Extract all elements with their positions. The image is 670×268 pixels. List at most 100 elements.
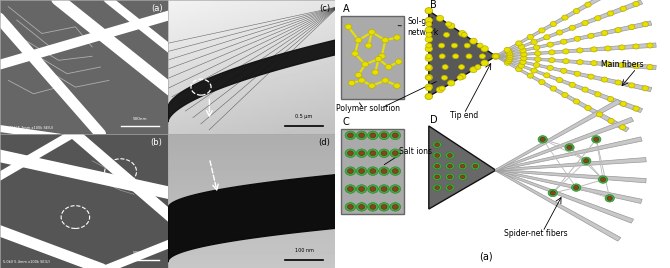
Circle shape bbox=[433, 173, 442, 180]
Text: 0.5 μm: 0.5 μm bbox=[295, 114, 313, 119]
Circle shape bbox=[385, 64, 392, 70]
Text: 100 nm: 100 nm bbox=[295, 248, 314, 253]
Circle shape bbox=[367, 131, 379, 140]
Circle shape bbox=[548, 189, 557, 197]
Circle shape bbox=[605, 62, 611, 67]
Circle shape bbox=[584, 159, 589, 163]
Circle shape bbox=[442, 65, 448, 69]
Polygon shape bbox=[429, 126, 496, 209]
Circle shape bbox=[605, 46, 611, 51]
Circle shape bbox=[448, 175, 452, 179]
Circle shape bbox=[458, 73, 466, 79]
Circle shape bbox=[527, 34, 533, 39]
Circle shape bbox=[426, 86, 431, 91]
Circle shape bbox=[518, 44, 525, 49]
Circle shape bbox=[425, 27, 433, 33]
Circle shape bbox=[549, 58, 555, 63]
Circle shape bbox=[358, 204, 364, 209]
Circle shape bbox=[426, 75, 431, 80]
Circle shape bbox=[470, 38, 477, 44]
Circle shape bbox=[348, 187, 353, 191]
Circle shape bbox=[446, 163, 454, 170]
Circle shape bbox=[358, 187, 364, 191]
Circle shape bbox=[425, 84, 433, 90]
Polygon shape bbox=[496, 137, 642, 171]
Circle shape bbox=[592, 136, 601, 143]
Circle shape bbox=[435, 154, 440, 157]
Circle shape bbox=[505, 58, 512, 64]
Circle shape bbox=[440, 86, 445, 91]
Circle shape bbox=[370, 204, 376, 209]
Text: 500nm: 500nm bbox=[133, 117, 147, 121]
Circle shape bbox=[433, 184, 442, 191]
Circle shape bbox=[345, 131, 356, 140]
Circle shape bbox=[379, 149, 389, 158]
Circle shape bbox=[425, 75, 433, 80]
Text: (a): (a) bbox=[479, 252, 492, 262]
Circle shape bbox=[433, 141, 442, 148]
Circle shape bbox=[433, 163, 442, 170]
Circle shape bbox=[574, 71, 580, 76]
Circle shape bbox=[358, 133, 364, 138]
Circle shape bbox=[550, 191, 555, 195]
Circle shape bbox=[356, 203, 367, 211]
Circle shape bbox=[540, 137, 545, 142]
Circle shape bbox=[633, 1, 639, 6]
Text: B: B bbox=[431, 0, 438, 9]
Circle shape bbox=[367, 149, 379, 158]
Circle shape bbox=[426, 65, 431, 69]
Circle shape bbox=[356, 131, 367, 140]
Circle shape bbox=[458, 65, 464, 69]
Circle shape bbox=[393, 169, 398, 173]
Circle shape bbox=[535, 51, 541, 56]
Circle shape bbox=[435, 175, 440, 179]
Circle shape bbox=[448, 80, 455, 86]
Circle shape bbox=[608, 96, 614, 102]
Circle shape bbox=[375, 56, 382, 62]
Circle shape bbox=[367, 185, 379, 193]
Circle shape bbox=[531, 39, 537, 44]
Circle shape bbox=[550, 21, 557, 27]
Circle shape bbox=[538, 136, 547, 143]
Circle shape bbox=[533, 45, 540, 50]
Polygon shape bbox=[496, 21, 652, 57]
Circle shape bbox=[481, 46, 488, 52]
Circle shape bbox=[602, 77, 608, 82]
Text: 500nm: 500nm bbox=[133, 251, 147, 255]
Text: 5.0kV 5.4mm x100k SE(U): 5.0kV 5.4mm x100k SE(U) bbox=[3, 260, 50, 264]
Text: Main fibers: Main fibers bbox=[600, 60, 643, 69]
Circle shape bbox=[477, 43, 483, 48]
Circle shape bbox=[632, 64, 639, 69]
Circle shape bbox=[647, 43, 653, 48]
Circle shape bbox=[352, 51, 358, 56]
Circle shape bbox=[390, 149, 401, 158]
Circle shape bbox=[433, 152, 442, 159]
Circle shape bbox=[460, 175, 465, 179]
Circle shape bbox=[358, 169, 364, 173]
Circle shape bbox=[577, 48, 583, 53]
Circle shape bbox=[598, 176, 608, 183]
Polygon shape bbox=[495, 169, 634, 223]
Circle shape bbox=[518, 63, 525, 68]
Text: (a): (a) bbox=[151, 4, 162, 13]
Text: C: C bbox=[342, 117, 350, 126]
Circle shape bbox=[539, 80, 545, 85]
Circle shape bbox=[531, 68, 537, 73]
Circle shape bbox=[348, 151, 353, 156]
Circle shape bbox=[435, 164, 440, 168]
Circle shape bbox=[458, 173, 467, 180]
Circle shape bbox=[444, 32, 450, 37]
Circle shape bbox=[527, 73, 533, 78]
Text: A: A bbox=[342, 4, 349, 14]
Circle shape bbox=[594, 137, 599, 142]
Circle shape bbox=[574, 185, 579, 190]
Circle shape bbox=[425, 8, 433, 14]
Circle shape bbox=[369, 29, 375, 35]
Circle shape bbox=[492, 53, 499, 59]
Polygon shape bbox=[495, 117, 634, 171]
Circle shape bbox=[381, 169, 387, 173]
Circle shape bbox=[595, 16, 601, 21]
Text: (d): (d) bbox=[318, 138, 330, 147]
Text: Salt ions: Salt ions bbox=[399, 147, 431, 156]
Text: D: D bbox=[431, 115, 438, 125]
